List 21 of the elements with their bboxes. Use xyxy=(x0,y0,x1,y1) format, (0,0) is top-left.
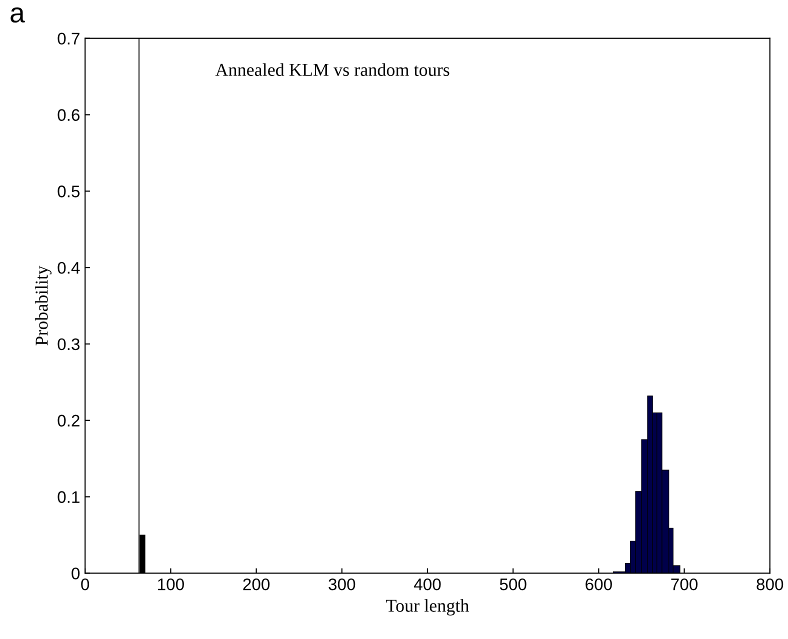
y-tick-label: 0.1 xyxy=(58,491,80,503)
x-tick-label: 600 xyxy=(586,578,612,590)
x-tick-label: 500 xyxy=(500,578,526,590)
x-axis-title: Tour length xyxy=(386,599,469,616)
y-tick-label: 0.2 xyxy=(58,414,80,427)
y-tick-label: 0.3 xyxy=(58,338,80,350)
x-tick-label: 400 xyxy=(414,578,441,590)
y-tick-label: 0.6 xyxy=(58,109,80,121)
x-tick-label: 300 xyxy=(328,578,356,590)
x-tick-label: 800 xyxy=(756,578,784,590)
x-tick-label: 0 xyxy=(81,578,90,590)
y-axis-title: Probability xyxy=(35,266,52,346)
x-tick-label: 700 xyxy=(671,578,698,590)
x-tick-label: 100 xyxy=(158,578,184,590)
x-tick-label: 200 xyxy=(243,578,270,590)
y-tick-label: 0.4 xyxy=(58,262,80,274)
y-tick-label: 0.7 xyxy=(58,32,80,45)
y-tick-label: 0.5 xyxy=(58,186,80,198)
annotation: Annealed KLM vs random tours xyxy=(215,63,450,76)
y-tick-label: 0 xyxy=(72,568,80,580)
text: a xyxy=(10,7,25,23)
